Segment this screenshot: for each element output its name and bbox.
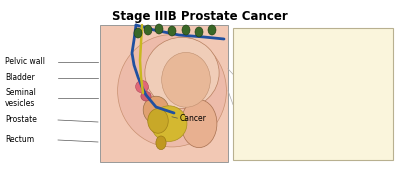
Ellipse shape	[208, 25, 216, 35]
Ellipse shape	[144, 25, 152, 35]
Ellipse shape	[195, 27, 203, 37]
Ellipse shape	[151, 106, 187, 141]
Text: Grade Group:: Grade Group:	[241, 46, 299, 55]
Ellipse shape	[162, 52, 210, 107]
Ellipse shape	[143, 96, 169, 124]
Ellipse shape	[136, 80, 148, 93]
Text: Pelvic wall: Pelvic wall	[5, 57, 45, 66]
Text: Cancer: Cancer	[179, 114, 206, 123]
Ellipse shape	[145, 37, 219, 109]
Text: Rectum: Rectum	[5, 136, 34, 145]
Text: Stage IIIB Prostate Cancer: Stage IIIB Prostate Cancer	[112, 10, 288, 23]
Text: Spread to the
seminal vesicles or nearby
tissue or organs: Spread to the seminal vesicles or nearby…	[278, 110, 381, 140]
Bar	[100, 25, 228, 162]
Ellipse shape	[168, 26, 176, 36]
Ellipse shape	[155, 24, 163, 34]
Text: Cancer has:: Cancer has:	[241, 110, 292, 119]
Text: © 2018 Terese Winslow LLC
U.S. Govt. has certain rights: © 2018 Terese Winslow LLC U.S. Govt. has…	[321, 150, 390, 161]
Text: Prostate: Prostate	[5, 116, 37, 125]
Text: Seminal
vesicles: Seminal vesicles	[5, 88, 36, 108]
Ellipse shape	[156, 136, 166, 150]
Bar	[233, 28, 393, 160]
Ellipse shape	[148, 109, 168, 133]
Text: Bladder: Bladder	[5, 73, 35, 82]
Ellipse shape	[182, 25, 190, 35]
Text: PSA level:: PSA level:	[241, 78, 284, 87]
Text: 1, 2, 3, or 4: 1, 2, 3, or 4	[282, 46, 328, 55]
Ellipse shape	[141, 91, 151, 101]
Ellipse shape	[134, 28, 142, 38]
Ellipse shape	[118, 35, 226, 147]
Ellipse shape	[181, 100, 217, 148]
Text: Any level: Any level	[275, 78, 313, 87]
